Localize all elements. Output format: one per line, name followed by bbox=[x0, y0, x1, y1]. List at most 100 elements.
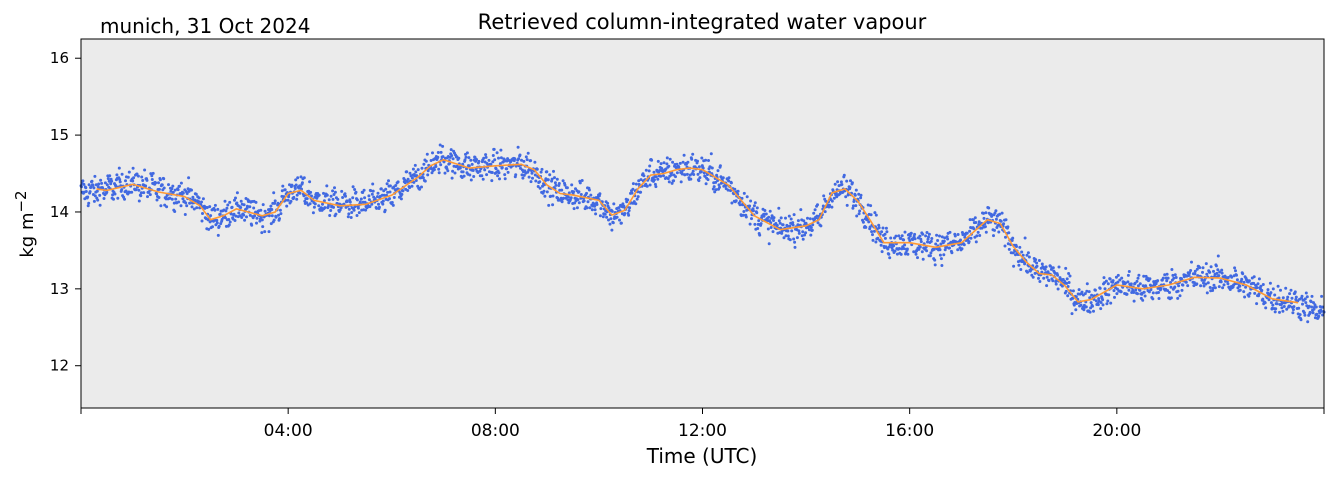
scatter-point bbox=[514, 173, 518, 177]
scatter-point bbox=[986, 221, 990, 225]
scatter-point bbox=[859, 193, 863, 197]
scatter-point bbox=[105, 183, 109, 187]
scatter-point bbox=[416, 168, 420, 172]
scatter-point bbox=[388, 184, 392, 188]
scatter-point bbox=[1310, 305, 1314, 309]
scatter-point bbox=[945, 235, 949, 239]
scatter-point bbox=[680, 172, 684, 176]
scatter-point bbox=[921, 257, 925, 261]
scatter-point bbox=[92, 186, 96, 190]
scatter-point bbox=[1233, 266, 1237, 270]
scatter-point bbox=[224, 209, 228, 213]
scatter-point bbox=[786, 229, 790, 233]
scatter-point bbox=[913, 232, 917, 236]
scatter-point bbox=[185, 204, 189, 208]
scatter-point bbox=[1136, 276, 1140, 280]
scatter-point bbox=[253, 214, 257, 218]
scatter-point bbox=[84, 186, 88, 190]
scatter-point bbox=[1309, 300, 1313, 304]
scatter-point bbox=[1305, 295, 1309, 299]
scatter-point bbox=[617, 206, 621, 210]
scatter-point bbox=[788, 224, 792, 228]
scatter-point bbox=[759, 222, 763, 226]
scatter-point bbox=[438, 143, 442, 147]
scatter-point bbox=[255, 216, 259, 220]
scatter-point bbox=[146, 195, 149, 199]
scatter-point bbox=[627, 213, 631, 217]
scatter-point bbox=[347, 207, 351, 211]
scatter-point bbox=[1303, 313, 1307, 317]
scatter-point bbox=[572, 190, 576, 194]
scatter-point bbox=[839, 180, 843, 184]
scatter-point bbox=[209, 214, 213, 218]
scatter-point bbox=[639, 178, 643, 182]
scatter-point bbox=[98, 203, 102, 207]
scatter-point bbox=[612, 202, 616, 206]
scatter-point bbox=[333, 190, 337, 194]
scatter-point bbox=[281, 184, 285, 188]
scatter-point bbox=[269, 222, 273, 226]
scatter-point bbox=[993, 211, 997, 215]
scatter-point bbox=[98, 193, 102, 197]
scatter-point bbox=[804, 231, 808, 235]
scatter-point bbox=[857, 192, 861, 196]
scatter-point bbox=[1037, 276, 1040, 280]
scatter-point bbox=[351, 185, 355, 189]
scatter-point bbox=[1037, 259, 1041, 262]
scatter-point bbox=[538, 180, 542, 184]
scatter-point bbox=[91, 183, 95, 187]
scatter-point bbox=[861, 220, 865, 224]
scatter-point bbox=[391, 203, 395, 207]
scatter-point bbox=[630, 191, 634, 195]
scatter-point bbox=[973, 216, 977, 220]
scatter-point bbox=[487, 158, 491, 162]
scatter-point bbox=[424, 159, 428, 163]
scatter-point bbox=[866, 203, 870, 207]
scatter-point bbox=[1220, 271, 1224, 275]
scatter-point bbox=[323, 206, 327, 210]
scatter-point bbox=[903, 230, 907, 234]
scatter-point bbox=[1302, 311, 1306, 315]
scatter-point bbox=[239, 206, 243, 209]
scatter-point bbox=[767, 215, 771, 219]
scatter-point bbox=[533, 160, 537, 164]
scatter-point bbox=[1017, 263, 1021, 267]
scatter-point bbox=[790, 229, 794, 233]
scatter-point bbox=[169, 189, 173, 193]
scatter-point bbox=[906, 252, 910, 256]
scatter-point bbox=[226, 203, 230, 207]
scatter-point bbox=[160, 183, 164, 187]
scatter-point bbox=[1000, 211, 1004, 215]
scatter-point bbox=[387, 179, 390, 183]
scatter-point bbox=[869, 213, 873, 217]
scatter-point bbox=[812, 211, 816, 215]
scatter-point bbox=[628, 206, 632, 210]
scatter-point bbox=[411, 167, 415, 171]
scatter-point bbox=[1098, 286, 1102, 290]
scatter-point bbox=[742, 191, 746, 195]
scatter-point bbox=[123, 197, 126, 201]
scatter-point bbox=[201, 212, 204, 215]
scatter-point bbox=[1132, 291, 1136, 294]
scatter-point bbox=[578, 181, 582, 185]
scatter-point bbox=[371, 182, 375, 186]
scatter-point bbox=[329, 209, 333, 212]
scatter-point bbox=[1142, 290, 1146, 294]
scatter-point bbox=[918, 245, 922, 249]
scatter-point bbox=[1161, 276, 1165, 280]
scatter-point bbox=[654, 185, 658, 189]
scatter-point bbox=[971, 218, 975, 222]
scatter-point bbox=[457, 156, 461, 160]
scatter-point bbox=[343, 192, 347, 196]
scatter-point bbox=[1065, 281, 1069, 285]
scatter-point bbox=[494, 167, 498, 171]
scatter-point bbox=[230, 205, 234, 209]
scatter-point bbox=[1184, 280, 1188, 284]
scatter-point bbox=[97, 182, 101, 186]
scatter-point bbox=[329, 194, 333, 198]
scatter-point bbox=[118, 180, 122, 184]
scatter-point bbox=[929, 239, 933, 243]
scatter-point bbox=[421, 176, 425, 180]
scatter-point bbox=[1010, 239, 1014, 242]
